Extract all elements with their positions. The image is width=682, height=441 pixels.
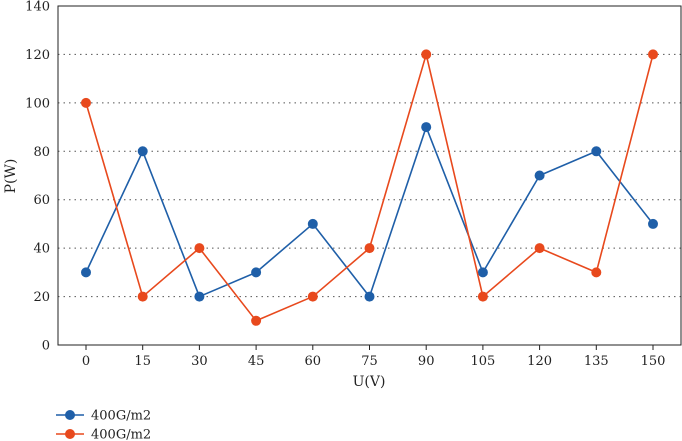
data-point — [307, 291, 318, 302]
x-tick-label: 75 — [361, 354, 378, 369]
x-axis-label: U(V) — [353, 374, 386, 390]
data-point — [307, 218, 318, 229]
data-point — [477, 291, 488, 302]
x-axis-ticks: 0 15 30 45 60 75 90 105 120 135 150 — [82, 345, 666, 369]
x-tick-label: 150 — [641, 354, 666, 369]
x-tick-label: 15 — [134, 354, 151, 369]
y-tick-label: 0 — [42, 339, 50, 354]
data-point — [194, 243, 205, 254]
legend-label: 400G/m2 — [91, 428, 151, 441]
data-point — [648, 218, 658, 229]
x-tick-label: 120 — [527, 354, 552, 369]
data-point — [421, 49, 432, 60]
data-point — [137, 291, 148, 302]
x-tick-label: 105 — [470, 354, 495, 369]
data-point — [251, 315, 262, 326]
series-group — [81, 49, 658, 326]
y-tick-label: 140 — [25, 0, 50, 15]
series-line — [85, 53, 654, 322]
data-point — [421, 122, 432, 133]
data-point — [648, 49, 658, 60]
y-tick-label: 20 — [33, 290, 50, 305]
y-tick-label: 120 — [25, 48, 50, 63]
x-tick-label: 0 — [82, 354, 90, 369]
data-point — [364, 243, 375, 254]
x-tick-label: 30 — [191, 354, 208, 369]
data-point — [591, 267, 602, 278]
series-2 — [81, 49, 658, 326]
data-point — [534, 243, 545, 254]
x-tick-label: 45 — [248, 354, 265, 369]
data-point — [477, 267, 488, 278]
legend-marker — [65, 429, 75, 439]
data-point — [364, 291, 375, 302]
y-tick-label: 40 — [33, 242, 50, 257]
data-point — [251, 267, 262, 278]
data-point — [534, 170, 545, 181]
series-1 — [81, 122, 658, 302]
x-tick-label: 60 — [305, 354, 322, 369]
y-axis-ticks: 0 20 40 60 80 100 120 140 — [25, 0, 50, 354]
data-point — [81, 97, 91, 108]
x-tick-label: 90 — [418, 354, 435, 369]
series-line — [85, 126, 654, 298]
y-tick-label: 60 — [33, 193, 50, 208]
legend: 400G/m2 400G/m2 — [56, 409, 151, 441]
y-tick-label: 80 — [33, 145, 50, 160]
y-tick-label: 100 — [25, 96, 50, 111]
data-point — [81, 267, 91, 278]
x-tick-label: 135 — [584, 354, 609, 369]
legend-label: 400G/m2 — [91, 409, 151, 424]
data-point — [194, 291, 205, 302]
y-axis-label: P(W) — [3, 159, 19, 194]
data-point — [137, 146, 148, 157]
data-point — [591, 146, 602, 157]
legend-marker — [65, 410, 75, 420]
